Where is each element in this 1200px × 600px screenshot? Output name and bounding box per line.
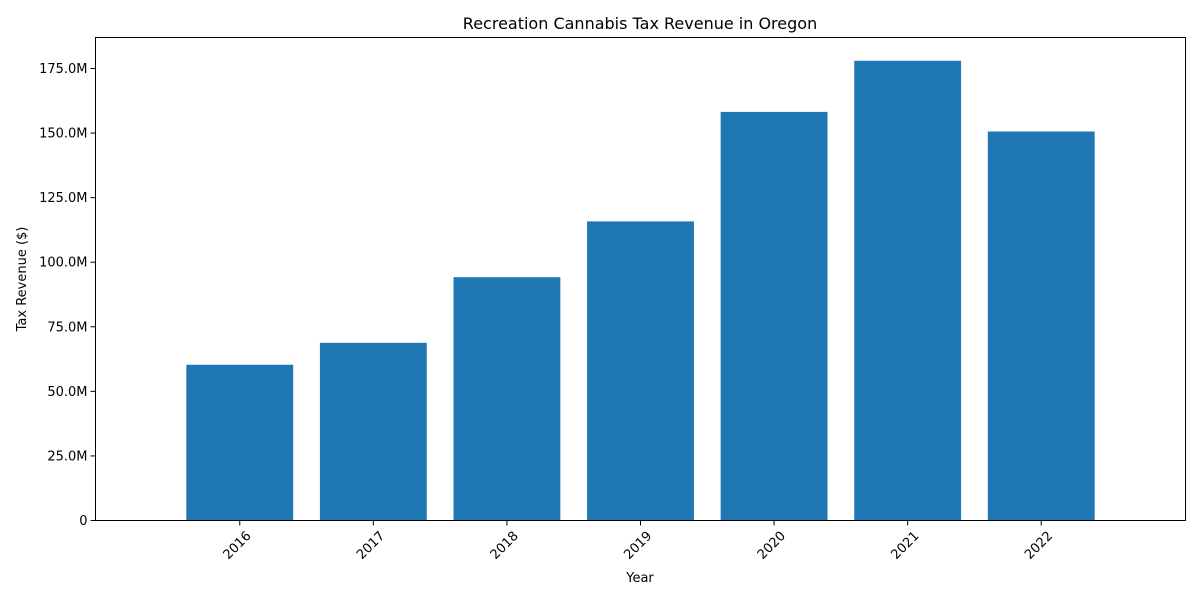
plot-frame [95,37,1186,521]
bar-2020 [720,111,828,521]
bar-2022 [987,131,1095,521]
x-tick-label-2016: 2016 [221,529,255,563]
bar-2018 [453,277,561,521]
y-axis-label: Tax Revenue ($) [15,227,30,333]
x-tick-label-2021: 2021 [888,529,922,563]
bar-2021 [854,60,962,521]
x-tick-label-2019: 2019 [621,529,655,563]
x-tick-label-2022: 2022 [1022,529,1056,563]
bar-2019 [587,221,694,521]
y-axis: 0 25.0M 50.0M 75.0M 100.0M 125.0M 150.0M 175.0M [39,62,96,529]
y-tick-label: 50.0M [47,385,87,400]
chart-title: Recreation Cannabis Tax Revenue in Orego… [463,14,817,33]
y-tick-label: 0 [79,514,87,529]
x-tick-label-2020: 2020 [755,529,789,563]
bar-2017 [319,342,427,521]
x-axis: 2016 2017 2018 2019 2020 2021 2022 [221,520,1056,563]
y-tick-label: 25.0M [47,449,87,464]
bars-group [186,60,1095,521]
x-tick-label-2018: 2018 [488,529,522,563]
y-tick-label: 75.0M [47,320,87,335]
x-tick-label-2017: 2017 [354,529,388,563]
y-tick-label: 100.0M [39,256,87,271]
y-tick-label: 175.0M [39,62,87,77]
y-tick-label: 125.0M [39,191,87,206]
bar-2016 [186,364,294,521]
x-axis-label: Year [625,571,654,586]
y-tick-label: 150.0M [39,127,87,142]
